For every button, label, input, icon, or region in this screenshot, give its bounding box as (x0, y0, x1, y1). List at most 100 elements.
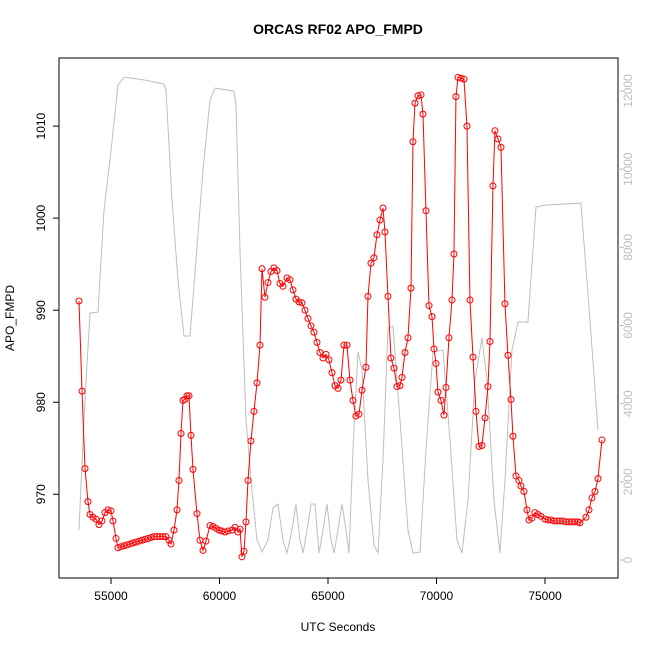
data-point (144, 534, 152, 542)
data-point (250, 407, 258, 415)
data-point (202, 537, 210, 545)
data-point (463, 122, 471, 130)
x-tick-label: 70000 (420, 589, 454, 603)
data-point (310, 328, 318, 336)
data-point (112, 534, 120, 542)
data-point (437, 396, 445, 404)
data-point (472, 407, 480, 415)
data-point (261, 293, 269, 301)
data-point (78, 387, 86, 395)
data-point (362, 363, 370, 371)
data-point (175, 476, 183, 484)
series-line (78, 76, 599, 555)
data-point (448, 296, 456, 304)
data-point (407, 284, 415, 292)
data-point (221, 528, 229, 536)
data-point (404, 334, 412, 342)
data-point (475, 442, 483, 450)
y2-tick-label: 4000 (621, 390, 635, 417)
data-point (236, 525, 244, 533)
data-point (507, 395, 515, 403)
data-point (273, 267, 281, 275)
data-point (92, 515, 100, 523)
y2-tick-label: 10000 (621, 152, 635, 186)
data-point (279, 282, 287, 290)
x-tick-label: 65000 (311, 589, 345, 603)
data-point (343, 341, 351, 349)
data-point (484, 383, 492, 391)
data-point (189, 465, 197, 473)
y-axis-label: APO_FMPD (3, 285, 17, 351)
y2-tick-label: 0 (621, 556, 635, 563)
data-point (370, 254, 378, 262)
data-point (390, 364, 398, 372)
data-point (286, 276, 294, 284)
data-point (425, 302, 433, 310)
y-tick-label: 1000 (34, 204, 48, 231)
data-point (452, 93, 460, 101)
data-point (588, 494, 596, 502)
data-point (289, 286, 297, 294)
data-point (411, 99, 419, 107)
data-point (253, 379, 261, 387)
data-point (349, 396, 357, 404)
data-point (109, 517, 117, 525)
data-point (181, 395, 189, 403)
data-point (367, 259, 375, 267)
data-point (494, 135, 502, 143)
data-point (491, 127, 499, 135)
data-point (442, 383, 450, 391)
data-point (316, 349, 324, 357)
data-point (419, 110, 427, 118)
y-tick-label: 1010 (34, 112, 48, 139)
data-point (304, 314, 312, 322)
data-point (401, 349, 409, 357)
x-tick-label: 60000 (203, 589, 237, 603)
data-point (75, 297, 83, 305)
x-tick-label: 55000 (94, 589, 128, 603)
data-point (129, 539, 137, 547)
data-point (585, 506, 593, 514)
data-point (355, 410, 363, 418)
y2-tick-label: 6000 (621, 312, 635, 339)
data-point (501, 300, 509, 308)
series-line (78, 76, 603, 558)
data-point (301, 306, 309, 314)
data-point (396, 382, 404, 390)
data-point (384, 292, 392, 300)
data-point (126, 540, 134, 548)
data-point (224, 527, 232, 535)
data-point (183, 392, 191, 400)
data-point (170, 526, 178, 534)
data-point (120, 542, 128, 550)
data-point (523, 506, 531, 514)
data-point (104, 506, 112, 514)
plot-frame (58, 57, 619, 579)
data-point (445, 334, 453, 342)
data-point (138, 536, 146, 544)
data-point (373, 231, 381, 239)
x-tick-label: 75000 (528, 589, 562, 603)
data-point (187, 431, 195, 439)
data-point (313, 338, 321, 346)
data-point (114, 544, 122, 552)
data-point (177, 430, 185, 438)
data-point (165, 536, 173, 544)
data-point (417, 91, 425, 99)
data-point (450, 250, 458, 258)
data-point (159, 533, 167, 541)
data-point (517, 482, 525, 490)
data-point (167, 540, 175, 548)
data-point (258, 265, 266, 273)
data-point (591, 487, 599, 495)
y-tick-label: 970 (34, 484, 48, 504)
data-point (215, 526, 223, 534)
data-point (398, 373, 406, 381)
data-point (594, 475, 602, 483)
data-point (141, 535, 149, 543)
x-axis-label: UTC Seconds (301, 620, 376, 634)
data-point (504, 351, 512, 359)
data-point (81, 464, 89, 472)
data-point (432, 360, 440, 368)
